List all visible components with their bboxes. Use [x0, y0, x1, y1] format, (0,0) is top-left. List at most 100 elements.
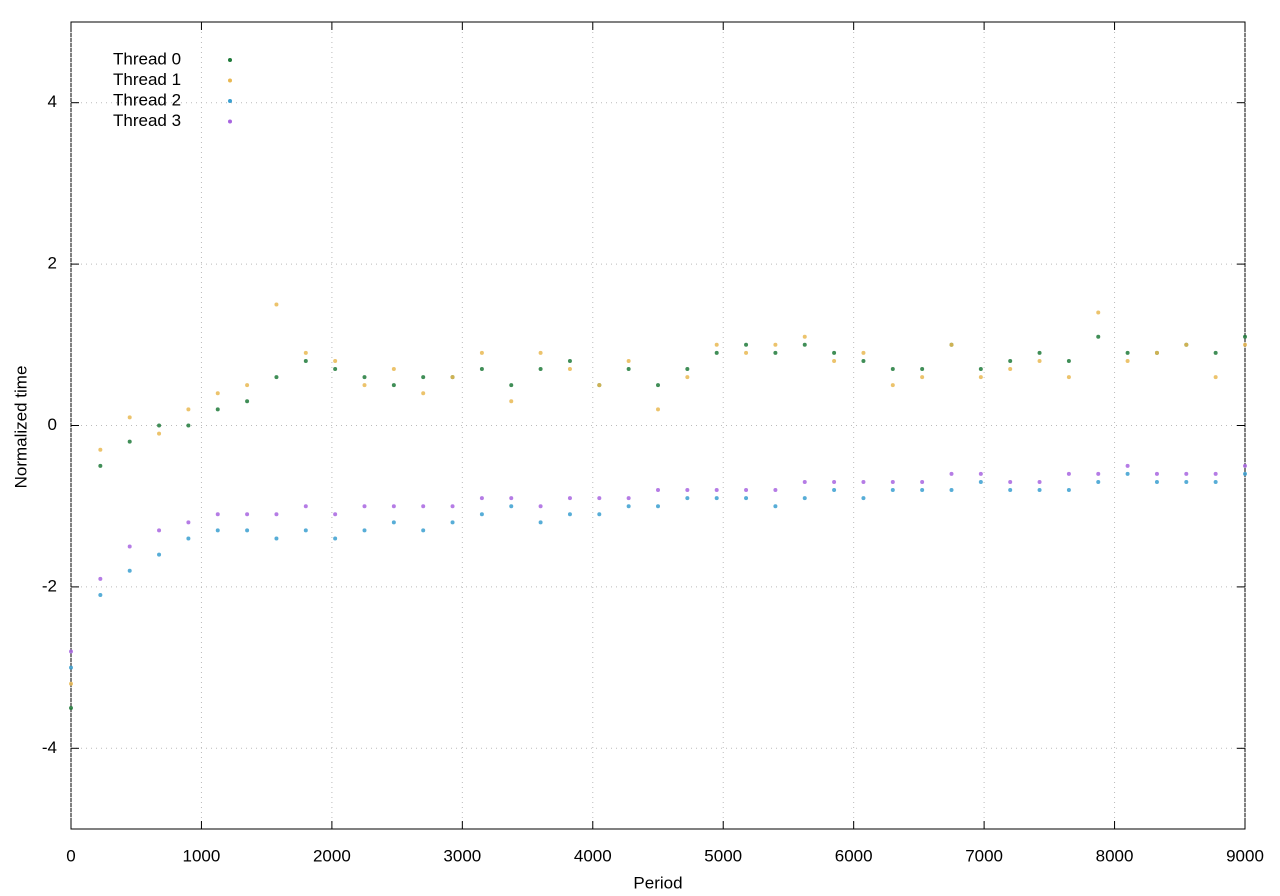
data-point: [773, 350, 778, 355]
data-point: [69, 665, 73, 670]
data-point: [685, 488, 690, 493]
data-point: [1184, 342, 1189, 347]
data-point: [274, 536, 279, 541]
data-point: [1008, 367, 1013, 372]
data-point: [567, 367, 572, 372]
data-point: [920, 375, 925, 380]
data-point: [861, 358, 866, 363]
y-tick-label: -2: [42, 576, 57, 595]
data-point: [274, 375, 279, 380]
data-point: [920, 488, 925, 493]
data-point: [978, 479, 983, 484]
data-point: [186, 407, 191, 412]
x-tick-label: 6000: [835, 846, 873, 865]
data-point: [1154, 471, 1159, 476]
plot-frame: [70, 21, 1246, 830]
data-point: [597, 383, 602, 388]
data-point: [744, 488, 749, 493]
data-point: [802, 334, 807, 339]
data-point: [626, 496, 631, 501]
legend-marker: [228, 78, 232, 83]
data-point: [1243, 471, 1247, 476]
data-point: [215, 407, 220, 412]
data-point: [509, 399, 514, 404]
legend-label: Thread 1: [113, 70, 181, 89]
data-point: [98, 576, 103, 581]
x-tick-label: 8000: [1096, 846, 1134, 865]
data-point: [1008, 358, 1013, 363]
data-point: [479, 367, 484, 372]
data-point: [1213, 350, 1218, 355]
data-point: [597, 496, 602, 501]
data-point: [1037, 488, 1042, 493]
data-point: [362, 528, 367, 533]
data-point: [127, 544, 132, 549]
data-point: [714, 496, 719, 501]
y-tick-label: 2: [48, 254, 57, 273]
data-point: [773, 504, 778, 509]
data-point: [509, 383, 514, 388]
data-point: [391, 520, 396, 525]
data-point: [890, 383, 895, 388]
data-point: [509, 496, 514, 501]
data-point: [1066, 471, 1071, 476]
data-point: [69, 705, 73, 710]
x-tick-label: 9000: [1226, 846, 1264, 865]
data-point: [832, 479, 837, 484]
x-axis-label: Period: [633, 873, 682, 892]
data-point: [450, 375, 455, 380]
data-point: [215, 528, 220, 533]
data-point: [333, 358, 338, 363]
x-tick-label: 0: [66, 846, 75, 865]
data-point: [215, 391, 220, 396]
y-tick-label: -4: [42, 738, 57, 757]
data-point: [421, 375, 426, 380]
data-point: [861, 350, 866, 355]
data-point: [802, 342, 807, 347]
data-point: [1125, 358, 1130, 363]
data-point: [890, 479, 895, 484]
data-point: [538, 367, 543, 372]
y-tick-label: 4: [48, 92, 57, 111]
data-point: [333, 536, 338, 541]
data-point: [127, 415, 132, 420]
data-point: [567, 358, 572, 363]
data-point: [773, 488, 778, 493]
data-point: [333, 367, 338, 372]
data-point: [450, 504, 455, 509]
data-point: [1037, 350, 1042, 355]
data-point: [920, 479, 925, 484]
data-point: [1184, 471, 1189, 476]
x-tick-label: 7000: [965, 846, 1003, 865]
data-point: [1008, 488, 1013, 493]
data-point: [1184, 479, 1189, 484]
data-point: [391, 383, 396, 388]
legend-label: Thread 2: [113, 90, 181, 109]
data-point: [303, 528, 308, 533]
data-point: [127, 568, 132, 573]
data-point: [744, 342, 749, 347]
data-point: [656, 488, 660, 493]
data-point: [773, 342, 778, 347]
data-point: [567, 512, 572, 517]
data-point: [69, 681, 73, 686]
data-point: [1037, 358, 1042, 363]
x-tick-label: 3000: [443, 846, 481, 865]
legend-marker: [228, 119, 232, 124]
x-tick-label: 1000: [183, 846, 221, 865]
data-point: [274, 302, 279, 307]
data-point: [1213, 471, 1218, 476]
data-point: [303, 358, 308, 363]
data-point: [626, 367, 631, 372]
data-point: [538, 350, 543, 355]
legend-label: Thread 0: [113, 49, 181, 68]
data-point: [802, 496, 807, 501]
data-point: [450, 520, 455, 525]
data-point: [186, 423, 191, 428]
data-point: [69, 649, 73, 654]
data-point: [245, 383, 250, 388]
data-point: [303, 350, 308, 355]
data-point: [391, 504, 396, 509]
data-point: [1066, 488, 1071, 493]
